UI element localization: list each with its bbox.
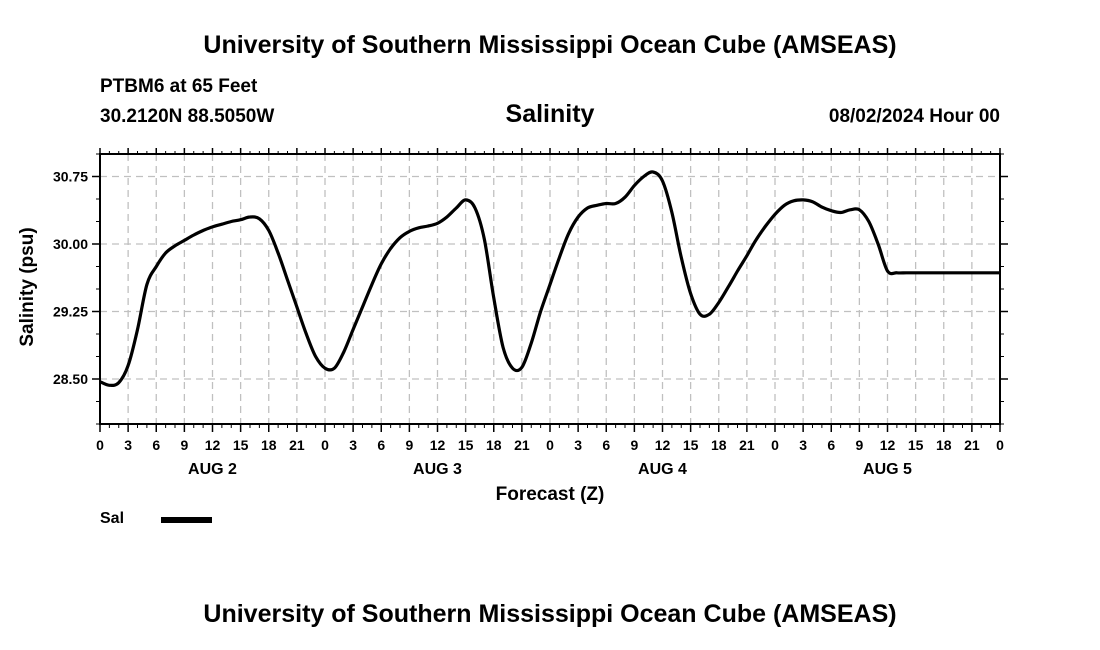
day-label: AUG 3 — [413, 461, 462, 478]
x-tick-label: 6 — [827, 437, 835, 453]
x-tick-label: 3 — [349, 437, 357, 453]
day-label: AUG 4 — [638, 461, 687, 478]
x-tick-label: 6 — [377, 437, 385, 453]
x-tick-label: 21 — [739, 437, 755, 453]
x-tick-label: 18 — [261, 437, 277, 453]
x-tick-label: 15 — [233, 437, 249, 453]
day-label: AUG 2 — [188, 461, 237, 478]
x-tick-label: 21 — [964, 437, 980, 453]
x-tick-label: 21 — [289, 437, 305, 453]
coordinates-label: 30.2120N 88.5050W — [100, 106, 275, 127]
x-tick-label: 3 — [574, 437, 582, 453]
plot-frame — [99, 153, 1001, 425]
x-tick-label: 6 — [602, 437, 610, 453]
x-tick-label: 0 — [546, 437, 554, 453]
x-tick-label: 12 — [430, 437, 446, 453]
x-tick-label: 12 — [655, 437, 671, 453]
x-tick-label: 21 — [514, 437, 530, 453]
x-tick-label: 18 — [711, 437, 727, 453]
x-tick-label: 3 — [124, 437, 132, 453]
chart-title-top: University of Southern Mississippi Ocean… — [203, 31, 897, 59]
x-tick-label: 3 — [799, 437, 807, 453]
y-tick-label: 28.50 — [53, 371, 88, 387]
x-tick-label: 9 — [405, 437, 413, 453]
y-tick-label: 30.75 — [53, 169, 88, 185]
station-label: PTBM6 at 65 Feet — [100, 76, 258, 97]
x-tick-label: 15 — [458, 437, 474, 453]
axis-labels: 0 3 6 9 12 15 18 21 0 3 6 9 12 15 18 21 0 3 6 9 12 15 18 21 0 3 6 9… — [53, 169, 1004, 479]
series-line-sal — [99, 170, 1000, 387]
x-axis-title: Forecast (Z) — [496, 484, 605, 505]
legend-line-swatch — [161, 517, 212, 523]
chart-title-bottom: University of Southern Mississippi Ocean… — [203, 600, 897, 628]
x-tick-label: 18 — [486, 437, 502, 453]
series-layer — [99, 170, 1000, 387]
y-axis-title: Salinity (psu) — [17, 227, 38, 346]
x-tick-label: 9 — [855, 437, 863, 453]
variable-title: Salinity — [505, 100, 595, 128]
y-tick-label: 30.00 — [53, 236, 88, 252]
x-tick-label: 0 — [96, 437, 104, 453]
grid — [100, 154, 1000, 424]
x-tick-label: 6 — [152, 437, 160, 453]
x-tick-label: 0 — [996, 437, 1004, 453]
x-tick-label: 12 — [880, 437, 896, 453]
x-tick-label: 0 — [771, 437, 779, 453]
x-tick-label: 12 — [205, 437, 221, 453]
x-tick-label: 9 — [180, 437, 188, 453]
x-tick-label: 15 — [683, 437, 699, 453]
y-tick-label: 29.25 — [53, 304, 88, 320]
datetime-label: 08/02/2024 Hour 00 — [828, 106, 1000, 127]
x-tick-label: 0 — [321, 437, 329, 453]
legend-label: Sal — [100, 510, 125, 527]
x-tick-label: 9 — [630, 437, 638, 453]
x-tick-label: 15 — [908, 437, 924, 453]
x-tick-label: 18 — [936, 437, 952, 453]
day-label: AUG 5 — [863, 461, 912, 478]
